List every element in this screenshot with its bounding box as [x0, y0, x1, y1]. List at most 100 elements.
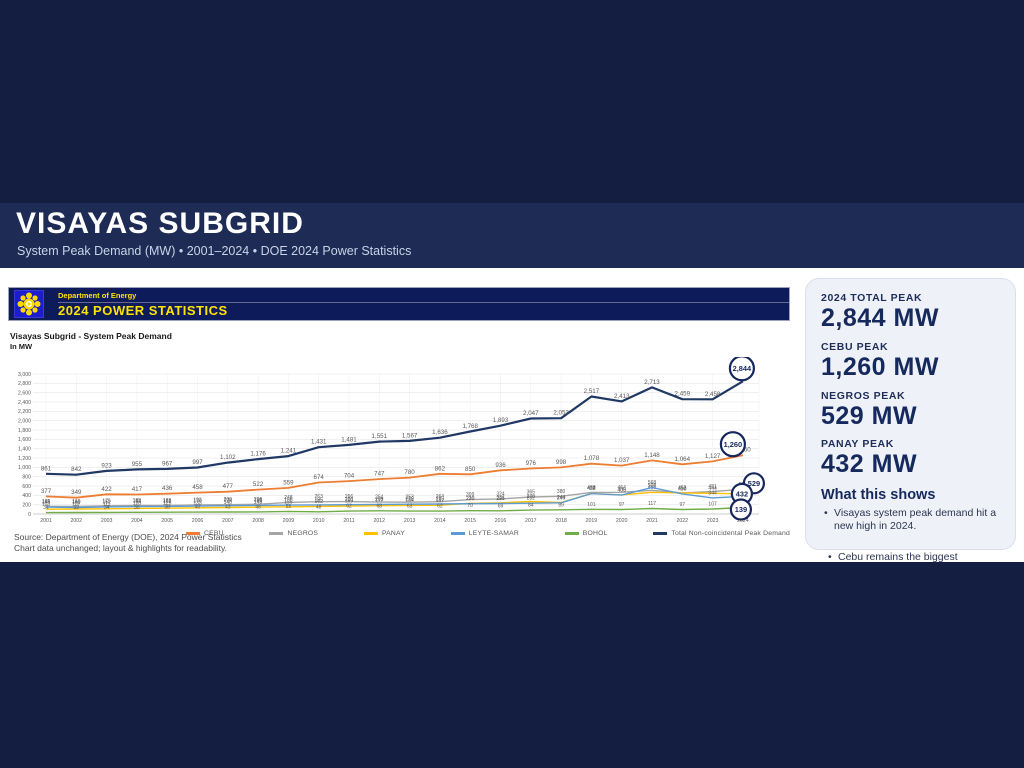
stat-value: 1,260 MW	[821, 352, 939, 381]
legend-swatch-icon	[564, 532, 579, 535]
svg-text:31: 31	[43, 505, 49, 511]
svg-text:187: 187	[436, 498, 445, 504]
svg-text:225: 225	[496, 496, 505, 502]
svg-text:190: 190	[284, 498, 293, 504]
svg-text:2008: 2008	[252, 518, 264, 524]
svg-text:463: 463	[587, 485, 596, 491]
svg-text:422: 422	[101, 486, 112, 493]
svg-text:38: 38	[164, 505, 170, 511]
svg-text:69: 69	[498, 503, 504, 509]
legend-item: BOHOL	[564, 530, 608, 537]
peak-demand-chart: 0 200 400 600 800 1,000 1,200 1,400 1,600 1,800 2,…	[18, 357, 766, 524]
svg-text:2,800: 2,800	[18, 381, 31, 387]
svg-text:438: 438	[587, 486, 596, 492]
svg-text:674: 674	[314, 474, 325, 481]
svg-text:266: 266	[345, 494, 354, 500]
stat-block: 2024 TOTAL PEAK 2,844 MW	[821, 292, 1000, 333]
svg-text:1,241: 1,241	[281, 448, 297, 455]
svg-text:998: 998	[556, 459, 567, 466]
svg-text:458: 458	[192, 484, 203, 491]
legend-label: NEGROS	[287, 530, 319, 537]
legend-label: CEBU	[204, 530, 224, 537]
svg-text:169: 169	[345, 499, 354, 505]
svg-text:101: 101	[587, 502, 596, 508]
legend-item: CEBU	[186, 530, 224, 537]
legend-swatch-icon	[450, 532, 465, 535]
svg-text:111: 111	[103, 501, 111, 507]
svg-text:240: 240	[557, 495, 566, 501]
svg-text:800: 800	[22, 474, 31, 480]
svg-text:89: 89	[558, 502, 564, 508]
legend-label: BOHOL	[582, 530, 608, 537]
chart-source-line1: Source: Department of Energy (DOE), 2024…	[14, 532, 242, 542]
svg-text:464: 464	[618, 485, 627, 491]
svg-text:997: 997	[192, 459, 203, 466]
legend-swatch-icon	[653, 532, 668, 535]
svg-text:68: 68	[377, 503, 383, 509]
svg-text:175: 175	[102, 498, 111, 504]
svg-text:2,053: 2,053	[553, 410, 569, 417]
doe-banner: Department of Energy 2024 POWER STATISTI…	[8, 287, 790, 321]
svg-text:850: 850	[465, 466, 476, 473]
stat-block: NEGROS PEAK 529 MW	[821, 390, 1000, 431]
svg-text:205: 205	[375, 497, 384, 503]
doe-logo-icon	[14, 290, 44, 318]
svg-text:215: 215	[436, 496, 445, 502]
svg-text:481: 481	[708, 484, 717, 490]
doe-agency-label: Department of Energy	[58, 291, 789, 303]
svg-text:178: 178	[224, 498, 233, 504]
svg-text:967: 967	[162, 460, 173, 467]
svg-text:704: 704	[344, 473, 355, 480]
svg-text:436: 436	[162, 485, 173, 492]
chart-source-line2: Chart data unchanged; layout & highlight…	[14, 543, 227, 554]
legend-label: PANAY	[381, 530, 405, 537]
stat-value: 529 MW	[821, 401, 918, 430]
svg-text:2011: 2011	[343, 518, 354, 524]
legend-item: PANAY	[363, 530, 405, 537]
svg-text:344: 344	[708, 490, 717, 496]
svg-text:2,200: 2,200	[18, 409, 31, 415]
svg-text:444: 444	[708, 486, 717, 492]
svg-text:747: 747	[374, 471, 385, 478]
svg-text:97: 97	[619, 502, 625, 508]
svg-text:2004: 2004	[131, 518, 143, 524]
svg-text:139: 139	[735, 505, 747, 514]
svg-text:97: 97	[680, 502, 686, 508]
svg-text:432: 432	[736, 489, 748, 498]
svg-text:1,768: 1,768	[462, 423, 478, 430]
svg-text:48: 48	[316, 504, 322, 510]
svg-text:185: 185	[163, 498, 172, 504]
svg-text:2014: 2014	[434, 518, 446, 524]
svg-text:264: 264	[436, 494, 445, 500]
svg-text:955: 955	[132, 461, 143, 468]
svg-text:2016: 2016	[495, 518, 507, 524]
svg-text:1,431: 1,431	[311, 439, 327, 446]
svg-text:2,713: 2,713	[644, 379, 660, 386]
svg-text:32: 32	[74, 505, 80, 511]
svg-text:529: 529	[748, 479, 760, 488]
svg-text:2020: 2020	[616, 518, 628, 524]
svg-text:107: 107	[708, 502, 717, 508]
svg-text:107: 107	[72, 502, 81, 508]
svg-text:241: 241	[496, 495, 505, 501]
legend-item: Total Non-coincidental Peak Demand	[653, 530, 790, 537]
svg-text:200: 200	[345, 497, 354, 503]
svg-text:2018: 2018	[555, 518, 567, 524]
svg-text:2,459: 2,459	[675, 391, 691, 398]
page-subtitle: System Peak Demand (MW) • 2001–2024 • DO…	[17, 244, 412, 258]
stats-list: 2024 TOTAL PEAK 2,844 MW CEBU PEAK 1,260 MW…	[821, 292, 1000, 479]
svg-text:160: 160	[72, 499, 81, 505]
svg-text:409: 409	[618, 487, 627, 493]
svg-text:103: 103	[42, 502, 51, 508]
svg-text:1,078: 1,078	[584, 455, 600, 462]
svg-text:195: 195	[315, 497, 324, 503]
svg-text:430: 430	[678, 486, 687, 492]
svg-text:2001: 2001	[40, 518, 52, 524]
svg-text:232: 232	[527, 496, 536, 502]
svg-text:923: 923	[101, 462, 112, 469]
insights-list: Visayas system peak demand hit a new hig…	[821, 507, 1000, 533]
svg-text:477: 477	[223, 483, 234, 490]
svg-text:2005: 2005	[161, 518, 173, 524]
svg-text:2,047: 2,047	[523, 410, 539, 417]
